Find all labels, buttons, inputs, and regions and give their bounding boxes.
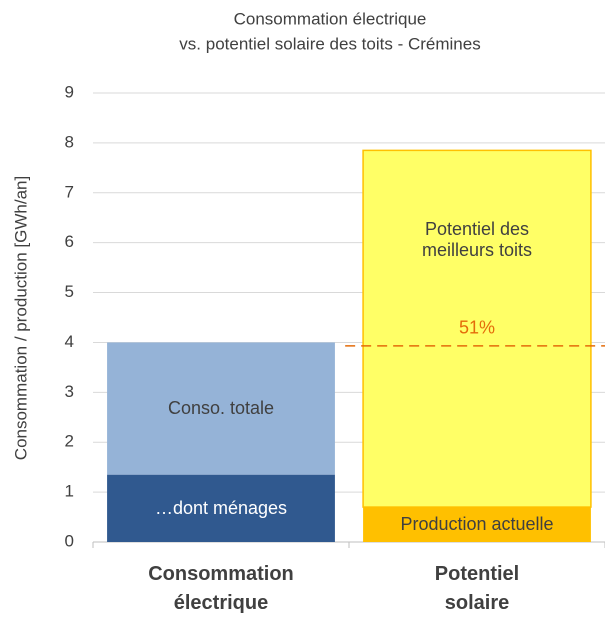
- segment-label: Conso. totale: [167, 398, 275, 419]
- y-tick-label: 8: [65, 132, 74, 151]
- segment-label: Potentiel des meilleurs toits: [421, 219, 532, 261]
- bar-segment: [107, 342, 335, 475]
- bar-segment: [362, 149, 592, 508]
- y-tick-label: 1: [65, 482, 74, 501]
- y-axis-label: Consommation / production [GWh/an]: [11, 176, 30, 460]
- segment-label-box: Production actuelle: [400, 514, 554, 535]
- reference-label: 51%: [459, 318, 495, 338]
- y-tick-label: 5: [65, 282, 74, 301]
- chart-title: Consommation électrique: [234, 9, 427, 28]
- segment-label-box: …dont ménages: [154, 497, 288, 518]
- y-tick-label: 9: [65, 82, 74, 101]
- x-tick-label: Potentiel solaire: [434, 563, 520, 614]
- y-tick-label: 6: [65, 232, 74, 251]
- segment-label: Production actuelle: [400, 514, 554, 535]
- bar-segment: [107, 474, 335, 542]
- y-tick-label: 0: [65, 531, 74, 550]
- y-tick-label: 3: [65, 382, 74, 401]
- segment-label: …dont ménages: [154, 497, 288, 518]
- bar-segment: [363, 507, 591, 542]
- x-tick-label-box: Potentiel solaire: [434, 563, 520, 614]
- y-tick-label: 7: [65, 182, 74, 201]
- chart-subtitle: vs. potentiel solaire des toits - Crémin…: [179, 34, 480, 53]
- y-tick-label: 2: [65, 432, 74, 451]
- x-tick-label: Consommation électrique: [148, 563, 294, 614]
- segment-label-box: Conso. totale: [167, 398, 275, 419]
- x-tick-label-box: Consommation électrique: [148, 563, 294, 614]
- y-tick-label: 4: [65, 332, 74, 351]
- segment-label-box: Potentiel des meilleurs toits: [421, 219, 532, 261]
